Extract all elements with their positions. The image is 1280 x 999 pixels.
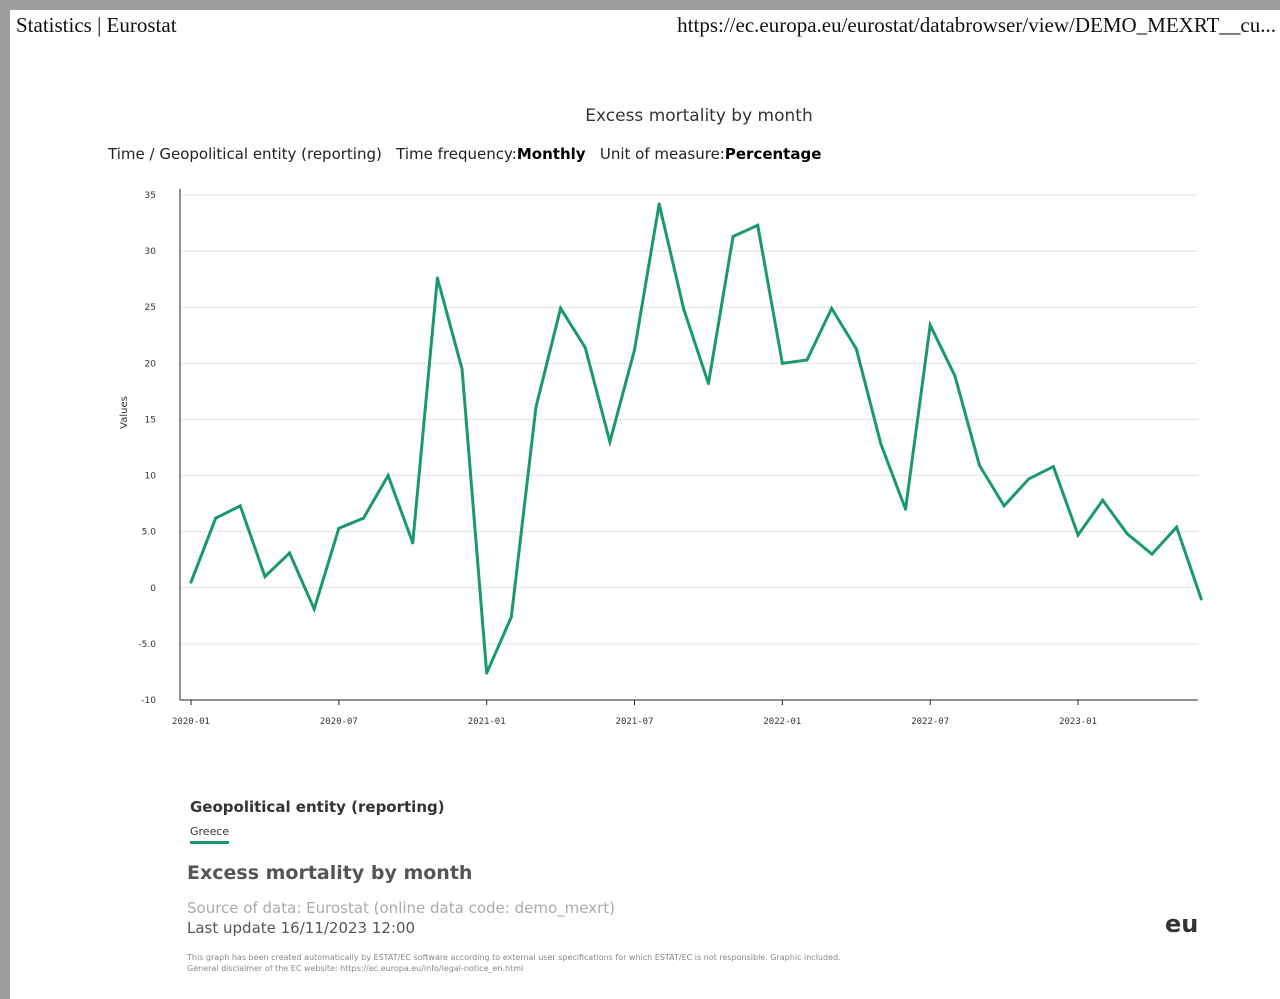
page: Statistics | Eurostat https://ec.europa.… xyxy=(10,10,1280,999)
y-tick-label: 10 xyxy=(145,472,157,482)
data-point xyxy=(534,405,538,409)
data-point xyxy=(583,346,587,350)
data-point xyxy=(214,516,218,520)
data-point xyxy=(485,671,489,675)
data-point xyxy=(830,306,834,310)
x-tick-label: 2020-01 xyxy=(172,717,210,727)
y-tick-label: 25 xyxy=(145,303,156,313)
data-point xyxy=(238,504,242,508)
y-tick-label: 30 xyxy=(145,247,157,257)
disclaimer-line-1: This graph has been created automaticall… xyxy=(187,953,841,962)
data-point xyxy=(288,551,292,555)
data-point xyxy=(780,361,784,365)
series-line-greece xyxy=(189,203,1203,674)
header-url: https://ec.europa.eu/eurostat/databrowse… xyxy=(677,13,1276,37)
y-tick-label: 35 xyxy=(145,191,156,201)
x-tick-label: 2020-07 xyxy=(320,717,358,727)
data-point xyxy=(411,541,415,545)
data-point xyxy=(608,440,612,444)
unit-label: Unit of measure: xyxy=(599,145,725,163)
data-point xyxy=(633,348,637,352)
freq-value: Monthly xyxy=(516,145,586,163)
data-point xyxy=(1175,525,1179,529)
data-point xyxy=(509,615,513,619)
y-tick-label: 5.0 xyxy=(142,528,157,538)
x-tick-label: 2021-07 xyxy=(616,717,654,727)
data-point xyxy=(435,276,439,280)
eu-logo: eu xyxy=(1165,910,1198,938)
x-tick-label: 2022-07 xyxy=(911,717,949,727)
data-point xyxy=(386,474,390,478)
data-point xyxy=(189,580,193,584)
y-tick-label: -5.0 xyxy=(138,640,156,650)
data-point xyxy=(1027,477,1031,481)
header-title: Statistics | Eurostat xyxy=(16,13,177,37)
chart-title: Excess mortality by month xyxy=(585,106,813,126)
y-axis-label: Values xyxy=(119,396,130,429)
x-tick-label: 2022-01 xyxy=(763,717,801,727)
dim-time: Time xyxy=(108,145,145,163)
data-point xyxy=(460,367,464,371)
dim-sep: / xyxy=(149,145,155,163)
data-point xyxy=(977,463,981,467)
legend-title: Geopolitical entity (reporting) xyxy=(190,798,445,816)
data-point xyxy=(879,442,883,446)
data-point xyxy=(731,235,735,239)
data-point xyxy=(1076,533,1080,537)
data-point xyxy=(953,374,957,378)
data-point xyxy=(312,607,316,611)
data-point xyxy=(559,306,563,310)
data-point xyxy=(1125,532,1129,536)
unit-value: Percentage xyxy=(724,145,822,163)
data-point xyxy=(805,358,809,362)
data-point xyxy=(706,382,710,386)
disclaimer-line-2: General disclaimer of the EC website: ht… xyxy=(187,964,524,973)
data-point xyxy=(657,202,661,206)
data-point xyxy=(1051,465,1055,469)
line-chart: 35 30 25 20 15 10 5.0 0 -5.0 -10 2020-01 2020-07 202… xyxy=(119,189,1203,727)
data-point xyxy=(361,516,365,520)
data-point xyxy=(1150,552,1154,556)
x-tick-label: 2021-01 xyxy=(468,717,506,727)
data-point xyxy=(904,507,908,511)
footer-title: Excess mortality by month xyxy=(187,862,473,884)
y-tick-label: 0 xyxy=(150,584,156,594)
disclaimer: This graph has been created automaticall… xyxy=(187,952,841,974)
x-tick-label: 2023-01 xyxy=(1059,717,1097,727)
data-point xyxy=(756,223,760,227)
data-point xyxy=(854,347,858,351)
data-point xyxy=(682,307,686,311)
y-tick-label: 15 xyxy=(145,415,156,425)
y-tick-label: 20 xyxy=(145,359,157,369)
data-point xyxy=(1101,498,1105,502)
legend-item-greece[interactable]: Greece xyxy=(190,825,230,844)
data-point xyxy=(1002,504,1006,508)
dim-geo: Geopolitical entity (reporting) xyxy=(159,145,382,163)
data-point xyxy=(263,575,267,579)
data-point xyxy=(1199,597,1203,601)
dimension-bar: Time / Geopolitical entity (reporting) T… xyxy=(108,145,821,163)
freq-label: Time frequency: xyxy=(396,145,517,163)
last-update: Last update 16/11/2023 12:00 xyxy=(187,919,416,937)
data-point xyxy=(337,526,341,530)
y-tick-label: -10 xyxy=(141,696,156,706)
data-point xyxy=(928,323,932,327)
data-source: Source of data: Eurostat (online data co… xyxy=(187,899,615,917)
